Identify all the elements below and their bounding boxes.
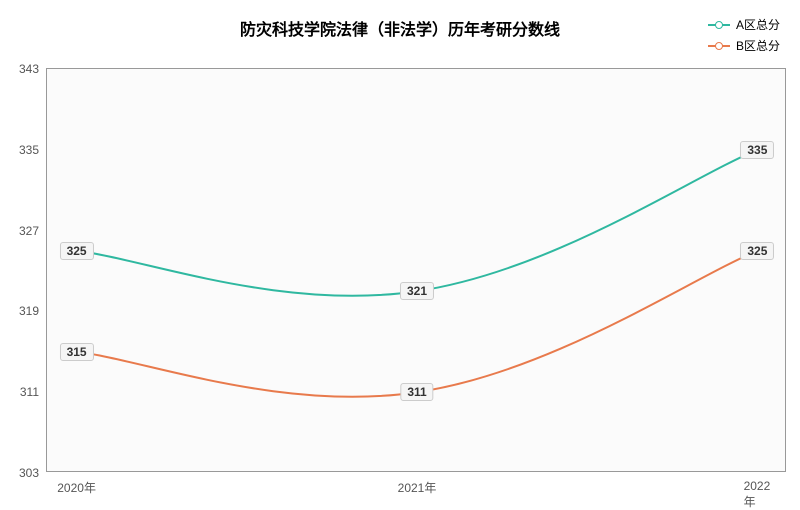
x-tick: 2020年	[57, 471, 96, 496]
data-label: 315	[60, 343, 94, 361]
data-label: 311	[400, 383, 433, 401]
y-tick: 327	[19, 224, 47, 238]
y-tick: 319	[19, 304, 47, 318]
legend-label-b: B区总分	[736, 37, 780, 54]
legend-label-a: A区总分	[736, 16, 780, 33]
x-tick: 2021年	[398, 471, 437, 496]
series-line	[77, 150, 758, 296]
plot-area: 3033113193273353432020年2021年2022年3253213…	[46, 68, 786, 472]
data-label: 321	[400, 282, 434, 300]
data-label: 325	[60, 242, 94, 260]
y-tick: 303	[19, 466, 47, 480]
plot-svg	[47, 69, 787, 473]
legend-item-a: A区总分	[708, 16, 780, 33]
y-tick: 335	[19, 143, 47, 157]
y-tick: 311	[20, 385, 47, 399]
legend-marker-a	[708, 24, 730, 26]
x-tick: 2022年	[744, 471, 772, 510]
data-label: 325	[740, 242, 774, 260]
legend-marker-b	[708, 45, 730, 47]
legend-item-b: B区总分	[708, 37, 780, 54]
data-label: 335	[740, 141, 774, 159]
y-tick: 343	[19, 62, 47, 76]
legend: A区总分 B区总分	[708, 16, 780, 58]
chart-title: 防灾科技学院法律（非法学）历年考研分数线	[240, 16, 560, 40]
chart-container: 防灾科技学院法律（非法学）历年考研分数线 A区总分 B区总分 303 311 319…	[0, 0, 800, 500]
